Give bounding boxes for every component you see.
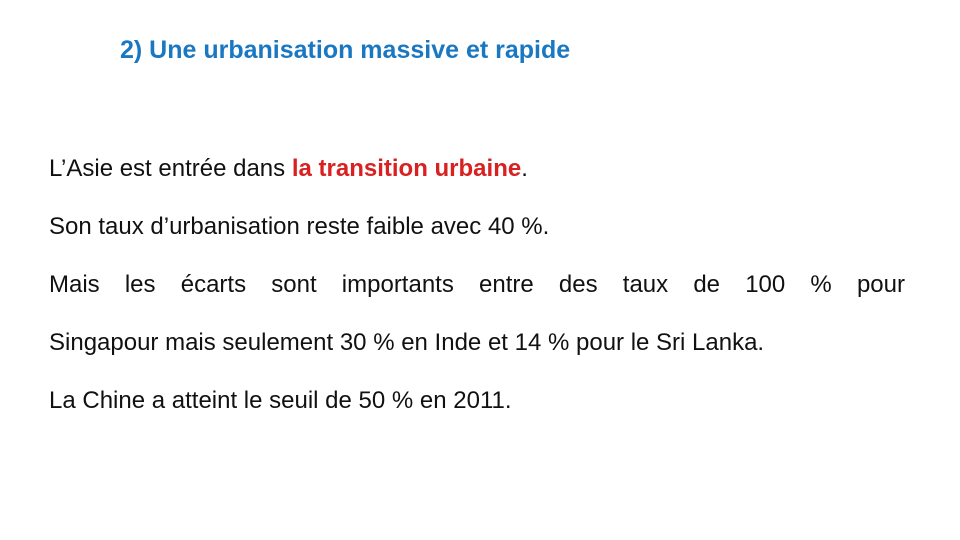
paragraph-transition-end: .: [521, 155, 528, 182]
paragraph-transition-text: L’Asie est entrée dans: [49, 155, 292, 182]
paragraph-transition: L’Asie est entrée dans la transition urb…: [49, 140, 905, 198]
paragraph-gaps-line-2: Singapour mais seulement 30 % en Inde et…: [49, 329, 765, 356]
paragraph-urbanisation-rate: Son taux d’urbanisation reste faible ave…: [49, 213, 550, 240]
slide-body: L’Asie est entrée dans la transition urb…: [49, 140, 905, 430]
slide-title: 2) Une urbanisation massive et rapide: [120, 36, 571, 64]
paragraph-gaps-line-1: Mais les écarts sont importants entre de…: [49, 271, 905, 298]
highlighted-term: la transition urbaine: [291, 155, 522, 182]
paragraph-china: La Chine a atteint le seuil de 50 % en 2…: [49, 387, 512, 414]
